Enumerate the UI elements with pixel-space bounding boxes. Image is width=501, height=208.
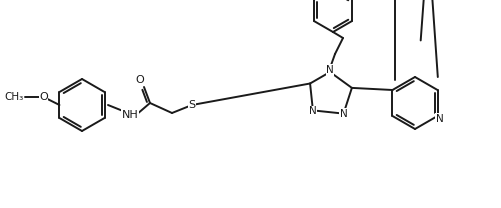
Text: O: O [39, 92, 48, 102]
Text: N: N [309, 106, 317, 116]
Text: O: O [136, 75, 144, 85]
Text: CH₃: CH₃ [4, 92, 24, 102]
Text: N: N [326, 65, 334, 75]
Text: N: N [340, 109, 347, 119]
Text: NH: NH [122, 110, 138, 120]
Text: S: S [188, 100, 195, 110]
Text: N: N [436, 114, 443, 124]
